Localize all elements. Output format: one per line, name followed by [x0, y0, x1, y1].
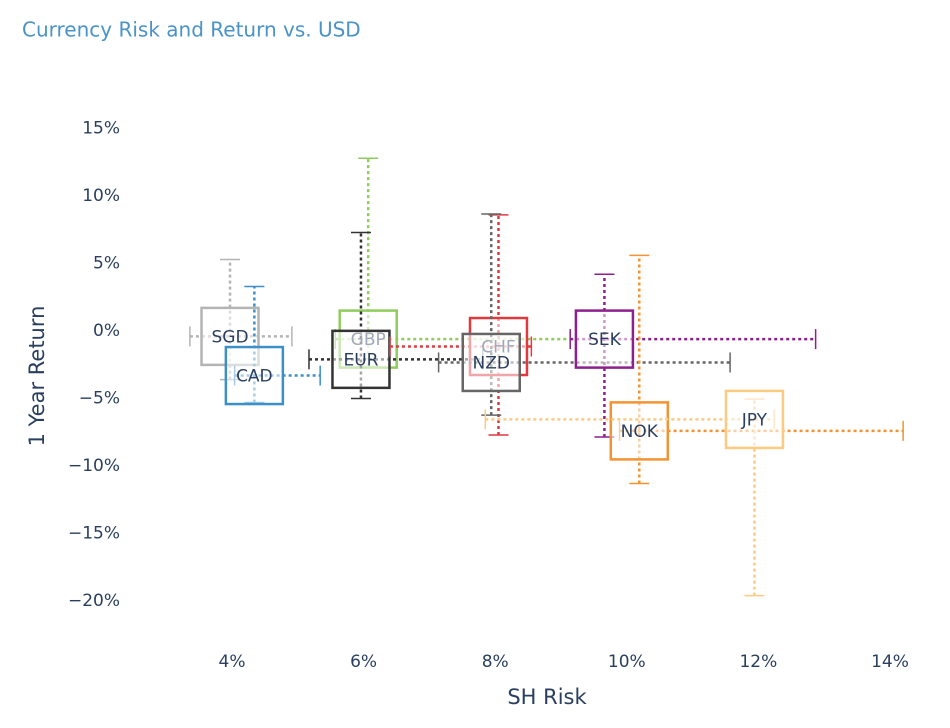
x-axis-label: SH Risk	[507, 685, 587, 709]
point-label: CAD	[236, 367, 273, 387]
point-label: NOK	[621, 422, 659, 442]
y-tick-label: −5%	[79, 389, 120, 409]
x-tick-label: 10%	[608, 652, 646, 672]
x-tick-label: 14%	[871, 652, 909, 672]
point-label: JPY	[741, 410, 768, 430]
marker	[224, 345, 285, 406]
point-label: SEK	[588, 330, 622, 350]
y-tick-label: −10%	[68, 456, 120, 476]
marker	[461, 332, 521, 393]
point-label: EUR	[343, 350, 378, 370]
x-tick-label: 6%	[350, 652, 377, 672]
y-tick-label: 0%	[93, 321, 120, 341]
x-tick-label: 12%	[739, 652, 777, 672]
y-tick-label: 10%	[82, 186, 120, 206]
marker	[574, 309, 635, 369]
marker	[724, 389, 785, 450]
y-tick-label: 5%	[93, 254, 120, 274]
marker	[609, 401, 670, 461]
point-label: SGD	[211, 327, 248, 347]
y-tick-label: 15%	[82, 119, 120, 139]
x-tick-label: 8%	[482, 652, 509, 672]
y-tick-label: −20%	[68, 591, 120, 611]
x-tick-label: 4%	[219, 652, 246, 672]
chart-title: Currency Risk and Return vs. USD	[22, 18, 361, 42]
point-label: NZD	[473, 353, 510, 373]
y-axis-label: 1 Year Return	[25, 306, 49, 447]
marker	[331, 329, 391, 390]
y-tick-label: −15%	[68, 524, 120, 544]
